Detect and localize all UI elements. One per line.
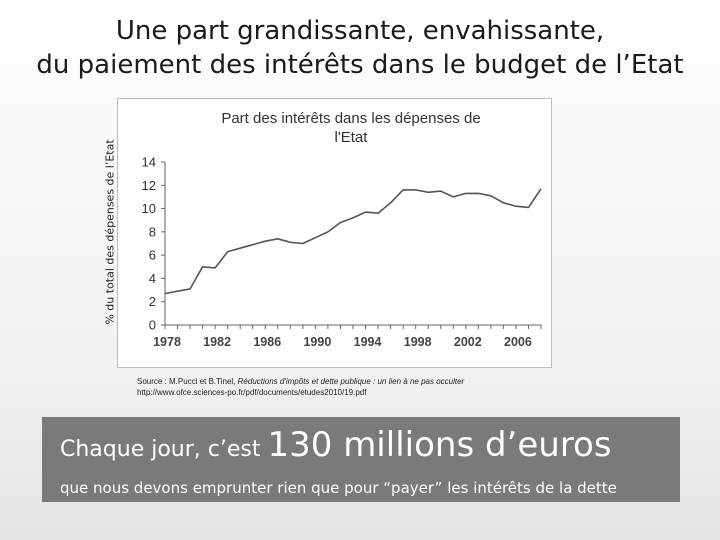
x-tick-label: 1998 [404, 335, 432, 349]
source-title: Réductions d'impôts et dette publique : … [237, 377, 465, 386]
x-tick-label: 1994 [354, 335, 382, 349]
source-url[interactable]: http://www.ofce.sciences-po.fr/pdf/docum… [137, 388, 367, 397]
series-line [164, 188, 542, 295]
source-prefix: Source : M.Pucci et B.Tinel, [137, 377, 238, 386]
banner-lead: Chaque jour, c’est [60, 437, 268, 462]
slide-title: Une part grandissante, envahissante, du … [0, 14, 720, 82]
y-tick-label: 10 [142, 201, 156, 216]
banner-line2: que nous devons emprunter rien que pour … [60, 479, 617, 497]
slide-title-line2: du paiement des intérêts dans le budget … [36, 50, 684, 80]
y-tick-label: 6 [149, 248, 156, 263]
x-tick-label: 2006 [504, 335, 532, 349]
chart-frame: Part des intérêts dans les dépenses de l… [117, 98, 552, 368]
y-tick-label: 0 [149, 318, 156, 333]
chart-title-line2: l'Etat [335, 129, 369, 146]
x-tick-label: 1978 [153, 335, 181, 349]
tick-labels: 0 2 4 6 8 10 12 14 1978 1982 1986 1990 1994 1998 2002 2… [142, 155, 532, 350]
axes [161, 161, 542, 329]
highlight-banner: Chaque jour, c’est 130 millions d’euros … [42, 417, 680, 502]
y-tick-label: 14 [142, 155, 156, 170]
x-tick-label: 2002 [454, 335, 482, 349]
banner-highlight: 130 millions d’euros [267, 425, 612, 465]
y-tick-label: 12 [142, 178, 156, 193]
y-tick-label: 4 [149, 271, 156, 286]
x-tick-label: 1986 [253, 335, 281, 349]
x-tick-label: 1990 [303, 335, 331, 349]
source-note: Source : M.Pucci et B.Tinel, Réductions … [137, 376, 697, 398]
line-chart: Part des intérêts dans les dépenses de l… [142, 110, 542, 350]
y-tick-label: 2 [149, 294, 156, 309]
slide-title-line1: Une part grandissante, envahissante, [115, 16, 605, 46]
series [164, 188, 542, 295]
banner-line1: Chaque jour, c’est 130 millions d’euros [60, 425, 612, 465]
chart-title-line1: Part des intérêts dans les dépenses de [221, 110, 480, 127]
y-tick-label: 8 [149, 224, 156, 239]
x-tick-label: 1982 [203, 335, 231, 349]
y-axis-label: % du total des dépenses de l’Etat [103, 139, 117, 325]
